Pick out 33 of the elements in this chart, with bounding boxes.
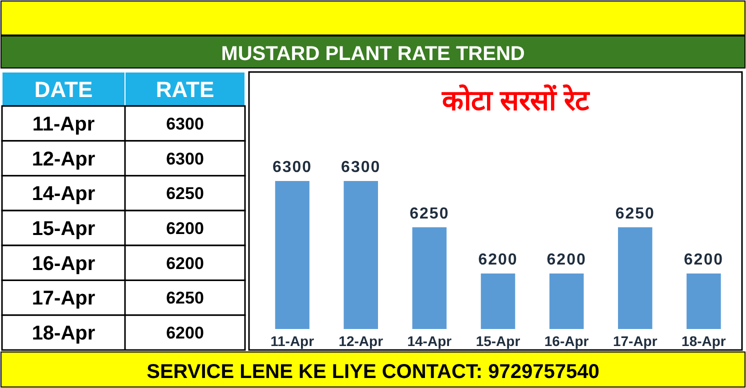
- data-label: 6200: [546, 252, 586, 268]
- x-tick-label: 12-Apr: [338, 333, 384, 349]
- x-tick-label: 18-Apr: [682, 333, 726, 349]
- x-tick-label: 17-Apr: [612, 333, 658, 349]
- row-label: 18-Apr: [32, 322, 96, 345]
- row-label: 17-Apr: [32, 288, 96, 310]
- row-label: 12-Apr: [32, 148, 96, 170]
- data-label: 6200: [166, 324, 204, 343]
- column-header: RATE: [156, 77, 214, 102]
- column-header: DATE: [34, 77, 93, 102]
- x-tick-label: 11-Apr: [270, 333, 314, 349]
- x-tick-label: 15-Apr: [476, 333, 520, 349]
- row-label: 11-Apr: [32, 113, 95, 136]
- row-label: 15-Apr: [32, 218, 96, 240]
- annotation: SERVICE LENE KE LIYE CONTACT: 9729757540: [146, 361, 600, 383]
- data-label: 6300: [272, 159, 312, 176]
- data-label: 6300: [166, 149, 204, 168]
- data-label: 6250: [166, 184, 204, 204]
- row-label: 14-Apr: [32, 183, 96, 206]
- title: MUSTARD PLANT RATE TREND: [221, 43, 525, 65]
- subtitle: कोटा सरसों रेट: [442, 85, 589, 116]
- data-label: 6300: [341, 159, 381, 176]
- data-label: 6250: [615, 205, 655, 222]
- x-tick-label: 14-Apr: [407, 333, 452, 349]
- data-label: 6250: [166, 288, 204, 308]
- x-tick-label: 16-Apr: [544, 333, 589, 349]
- data-label: 6200: [166, 254, 204, 273]
- data-label: 6250: [410, 205, 450, 222]
- data-label: 6200: [166, 219, 204, 238]
- data-label: 6200: [478, 252, 518, 268]
- data-label: 6300: [166, 114, 204, 134]
- row-label: 16-Apr: [32, 252, 96, 275]
- data-label: 6200: [684, 252, 724, 268]
